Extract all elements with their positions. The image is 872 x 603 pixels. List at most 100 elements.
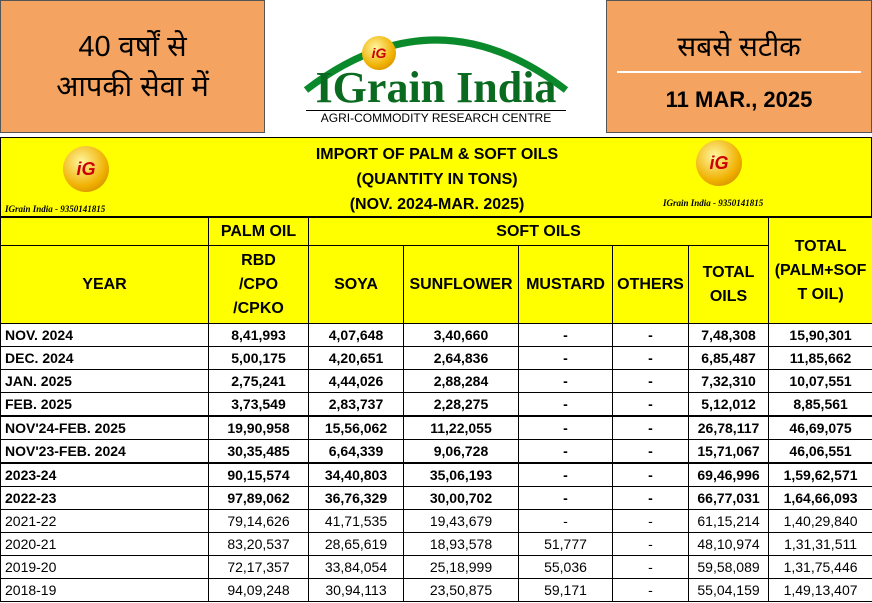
year-cell: 2022-23 — [0, 486, 209, 510]
import-table: PALM OIL SOFT OILS TOTAL (PALM+SOF T OIL) YEA… — [0, 217, 872, 602]
data-row: 2020-21 83,20,537 28,65,619 18,93,578 51,777… — [0, 532, 872, 556]
cell: 59,58,089 — [687, 555, 770, 579]
cell: 8,41,993 — [208, 323, 309, 347]
data-row: 2022-23 97,89,062 36,76,329 30,00,702- -66,7… — [0, 486, 872, 510]
cell: 1,40,29,840 — [768, 509, 872, 533]
logo-mark: iG — [362, 36, 396, 70]
header-line: TOTAL — [702, 263, 755, 281]
column-header: YEAR — [0, 245, 209, 324]
cell: 2,83,737 — [308, 392, 404, 417]
cell: - — [612, 439, 689, 464]
header-line: OTHERS — [617, 275, 684, 293]
cell: 7,32,310 — [687, 369, 770, 393]
data-row: NOV. 2024 8,41,993 4,07,648 3,40,660- -7,48,… — [0, 323, 872, 347]
cell: 72,17,357 — [208, 555, 309, 579]
cell: 35,06,193 — [403, 462, 519, 487]
cell: - — [612, 369, 689, 393]
cell: 83,20,537 — [208, 532, 309, 556]
cell: 59,171 — [518, 578, 613, 602]
logo-mark: iG — [696, 140, 742, 186]
date: 11 MAR., 2025 — [665, 87, 813, 112]
cell: 15,71,067 — [687, 439, 770, 464]
cell: 41,71,535 — [308, 509, 404, 533]
cell: 6,85,487 — [687, 346, 770, 370]
cell: 1,31,75,446 — [768, 555, 872, 579]
year-cell: 2021-22 — [0, 509, 209, 533]
cell: 15,90,301 — [768, 323, 872, 347]
year-cell: FEB. 2025 — [0, 392, 209, 417]
cell: - — [518, 439, 613, 464]
cell: 1,31,31,511 — [768, 532, 872, 556]
cell: 1,64,66,093 — [768, 486, 872, 510]
data-row: NOV'24-FEB. 2025 19,90,958 15,56,062 11,22,… — [0, 415, 872, 440]
cell: 2,88,284 — [403, 369, 519, 393]
cell: 9,06,728 — [403, 439, 519, 464]
cell: 36,76,329 — [308, 486, 404, 510]
left-banner: 40 वर्षों से आपकी सेवा में — [0, 0, 265, 133]
column-header: SOYA — [308, 245, 404, 324]
cell: 26,78,117 — [687, 415, 770, 440]
column-header: TOTAL (PALM+SOF T OIL) — [768, 217, 872, 324]
logo-title: IGrain India — [315, 63, 557, 112]
cell: 10,07,551 — [768, 369, 872, 393]
cell: 1,59,62,571 — [768, 462, 872, 487]
cell: - — [612, 578, 689, 602]
cell: 34,40,803 — [308, 462, 404, 487]
cell: 30,00,702 — [403, 486, 519, 510]
column-header: RBD/CPO/CPKO — [208, 245, 309, 324]
cell: 79,14,626 — [208, 509, 309, 533]
group-header: SOFT OILS — [307, 217, 770, 246]
cell: 4,07,648 — [308, 323, 404, 347]
data-row: 2021-22 79,14,626 41,71,535 19,43,679- -61,1… — [0, 509, 872, 533]
column-header: SUNFLOWER — [403, 245, 519, 324]
title-line: IMPORT OF PALM & SOFT OILS — [315, 146, 559, 163]
column-header: MUSTARD — [518, 245, 613, 324]
cell: 3,73,549 — [208, 392, 309, 417]
cell: 5,00,175 — [208, 346, 309, 370]
cell: 2,64,836 — [403, 346, 519, 370]
year-cell: 2020-21 — [0, 532, 209, 556]
cell: 28,65,619 — [308, 532, 404, 556]
cell: - — [518, 392, 613, 417]
cell: 23,50,875 — [403, 578, 519, 602]
header-row: YEAR RBD/CPO/CPKO SOYA SUNFLOWER MUSTARD OTHE… — [0, 245, 872, 324]
cell: 55,036 — [518, 555, 613, 579]
cell: 51,777 — [518, 532, 613, 556]
cell: 25,18,999 — [403, 555, 519, 579]
group-header: PALM OIL — [208, 217, 309, 246]
year-cell: JAN. 2025 — [0, 369, 209, 393]
header-line: SOYA — [334, 275, 378, 293]
data-row: 2023-24 90,15,574 34,40,803 35,06,193- -69,4… — [0, 462, 872, 487]
header-line: RBD — [241, 251, 276, 269]
header-line: T OIL) — [797, 285, 844, 303]
cell: - — [612, 555, 689, 579]
cell: 1,49,13,407 — [768, 578, 872, 602]
cell: - — [612, 509, 689, 533]
cell: 55,04,159 — [687, 578, 770, 602]
cell: 33,84,054 — [308, 555, 404, 579]
blank-cell — [0, 217, 209, 246]
data-row: NOV'23-FEB. 2024 30,35,485 6,64,339 9,06,72… — [0, 439, 872, 464]
cell: - — [518, 323, 613, 347]
year-cell: NOV'23-FEB. 2024 — [0, 439, 209, 464]
header-line: /CPO — [238, 275, 279, 293]
cell: - — [612, 346, 689, 370]
data-row: 2018-19 94,09,248 30,94,113 23,50,875 59,171… — [0, 578, 872, 602]
header-line: TOTAL — [794, 237, 847, 255]
header-line: OILS — [709, 287, 748, 305]
cell: 11,85,662 — [768, 346, 872, 370]
cell: 6,64,339 — [308, 439, 404, 464]
header-line: /CPKO — [233, 299, 284, 317]
data-row: FEB. 2025 3,73,549 2,83,737 2,28,275- -5,12,… — [0, 392, 872, 417]
column-header: TOTAL OILS — [687, 245, 770, 324]
cell: - — [612, 486, 689, 510]
cell: 66,77,031 — [687, 486, 770, 510]
cell: 46,69,075 — [768, 415, 872, 440]
cell: 7,48,308 — [687, 323, 770, 347]
cell: - — [612, 323, 689, 347]
cell: 5,12,012 — [687, 392, 770, 417]
cell: - — [518, 509, 613, 533]
table-body: PALM OIL SOFT OILS TOTAL (PALM+SOF T OIL) YEA… — [0, 217, 872, 602]
data-row: 2019-20 72,17,357 33,84,054 25,18,999 55,036… — [0, 555, 872, 579]
